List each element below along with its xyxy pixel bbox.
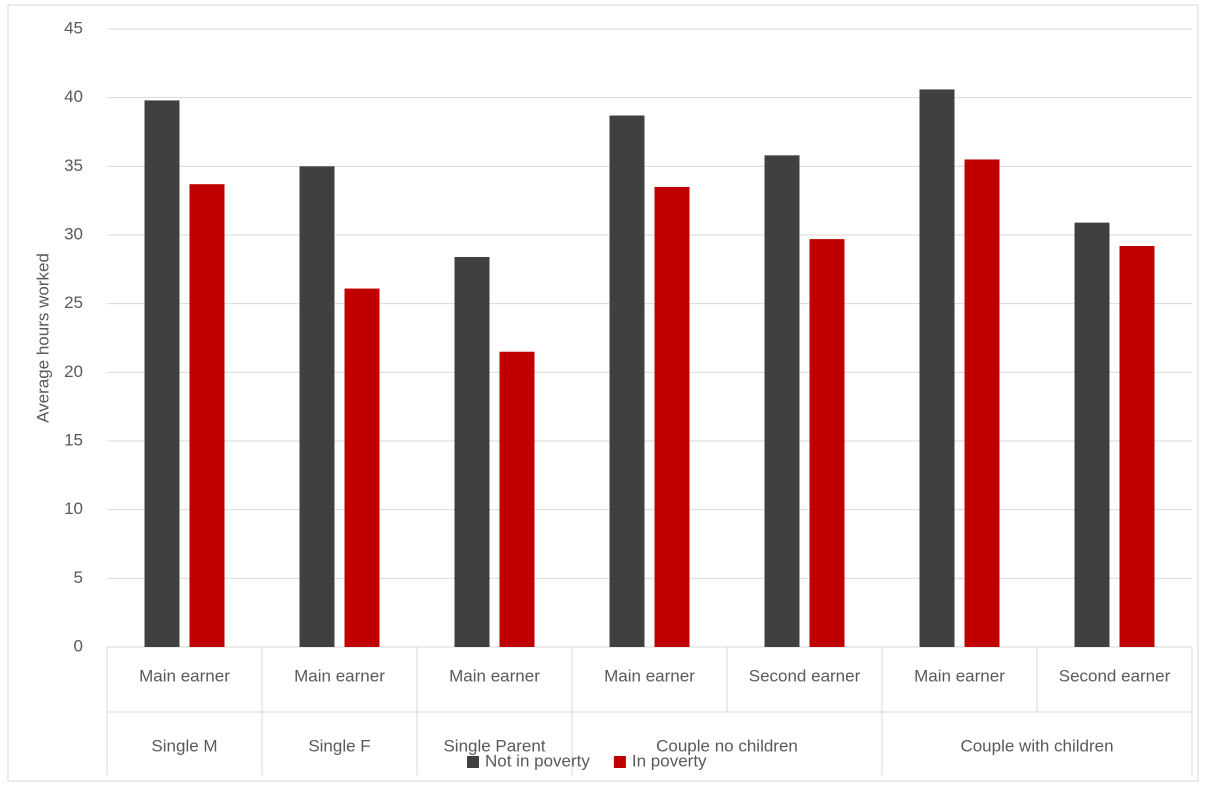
bar — [344, 288, 380, 647]
y-tick-label: 5 — [74, 568, 83, 587]
group-label: Single Parent — [443, 736, 545, 755]
bar — [919, 89, 955, 648]
x-tick-label: Main earner — [449, 666, 540, 685]
group-label: Single F — [308, 736, 370, 755]
bar — [499, 351, 535, 647]
x-tick-label: Second earner — [749, 666, 861, 685]
bar — [809, 239, 845, 647]
bar — [609, 115, 645, 647]
legend-label: Not in poverty — [485, 751, 590, 770]
legend-swatch — [467, 756, 479, 768]
y-tick-label: 25 — [64, 293, 83, 312]
group-label: Couple no children — [656, 736, 798, 755]
y-tick-label: 35 — [64, 156, 83, 175]
x-tick-label: Second earner — [1059, 666, 1171, 685]
bar — [144, 100, 180, 647]
y-tick-label: 30 — [64, 224, 83, 243]
bar — [189, 184, 225, 648]
y-tick-label: 40 — [64, 87, 83, 106]
bar — [1074, 222, 1110, 647]
legend-swatch — [613, 756, 626, 768]
group-label: Single M — [151, 736, 217, 755]
y-tick-label: 10 — [64, 499, 83, 518]
bar — [654, 186, 690, 647]
bar — [1119, 245, 1155, 647]
y-tick-label: 45 — [64, 18, 83, 37]
x-tick-label: Main earner — [139, 666, 230, 685]
chart-frame — [7, 4, 1199, 782]
x-tick-label: Main earner — [294, 666, 385, 685]
bar — [454, 256, 490, 647]
bar — [299, 166, 335, 648]
x-tick-label: Main earner — [914, 666, 1005, 685]
x-tick-label: Main earner — [604, 666, 695, 685]
y-tick-label: 15 — [64, 430, 83, 449]
y-axis-title: Average hours worked — [33, 253, 52, 423]
bar — [764, 155, 800, 647]
bar — [964, 159, 1000, 647]
legend-label: In poverty — [632, 751, 707, 770]
y-tick-label: 20 — [64, 362, 83, 381]
y-tick-label: 0 — [74, 636, 83, 655]
group-label: Couple with children — [960, 736, 1113, 755]
